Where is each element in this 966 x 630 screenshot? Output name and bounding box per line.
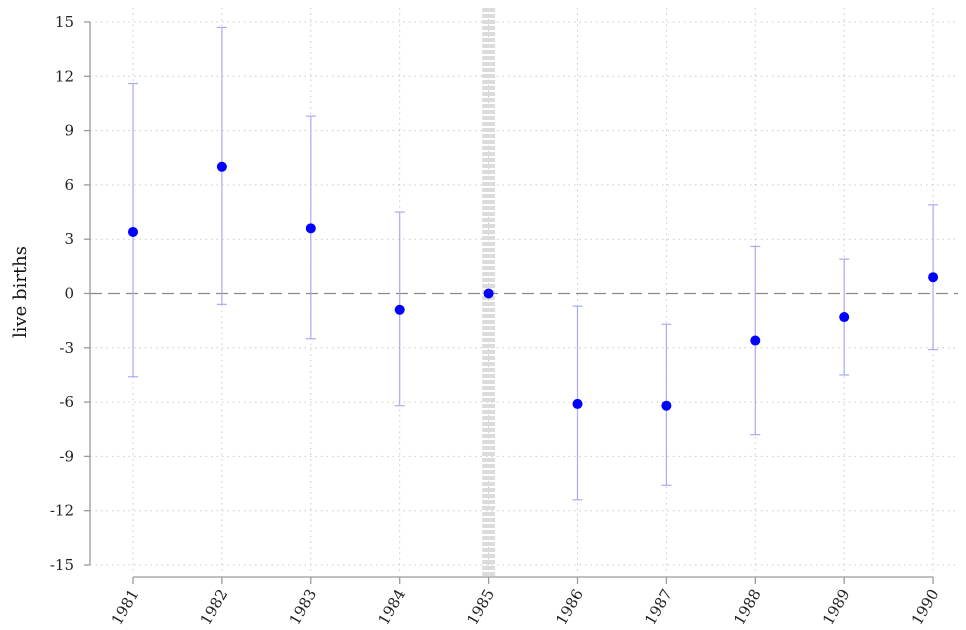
x-tick-label: 1985 (463, 586, 498, 628)
data-point (128, 226, 138, 237)
axes (84, 21, 934, 584)
x-tick-label: 1989 (819, 586, 854, 628)
y-tick-label: 6 (64, 176, 74, 194)
x-tick-label: 1988 (730, 586, 765, 628)
data-point (928, 272, 939, 283)
grid (90, 8, 958, 573)
data-point (216, 161, 227, 172)
y-tick-label: -3 (59, 339, 74, 357)
y-axis-title: live births (10, 246, 31, 338)
data-point (305, 223, 316, 234)
x-tick-label: 1982 (197, 586, 232, 628)
x-tick-label: 1983 (286, 586, 321, 628)
x-tick-label: 1990 (908, 586, 943, 628)
x-tick-label: 1984 (374, 586, 409, 628)
data-point (661, 400, 672, 411)
y-tick-label: 15 (55, 13, 74, 31)
y-tick-label: -12 (50, 502, 74, 520)
y-tick-label: 0 (64, 285, 74, 303)
data-point (572, 398, 583, 409)
data-point (839, 312, 850, 323)
x-tick-label: 1987 (641, 586, 676, 628)
data-point (750, 335, 761, 346)
data-point (483, 288, 494, 299)
y-tick-label: -15 (50, 556, 74, 574)
data-points (128, 161, 939, 411)
y-tick-label: 9 (64, 122, 74, 140)
y-tick-label: -9 (59, 447, 74, 465)
data-point (394, 304, 405, 315)
y-tick-label: 3 (64, 230, 74, 248)
x-tick-labels: 1981 1982 1983 1984 1985 1986 1987 1988 1989 1990 (108, 586, 943, 628)
y-tick-labels: 15 12 9 6 3 0 -3 -6 -9 -12 -15 (50, 13, 74, 574)
y-tick-label: -6 (59, 393, 74, 411)
x-tick-label: 1981 (108, 586, 143, 628)
y-tick-label: 12 (55, 67, 74, 85)
error-bars (128, 26, 939, 501)
x-tick-label: 1986 (552, 586, 587, 628)
